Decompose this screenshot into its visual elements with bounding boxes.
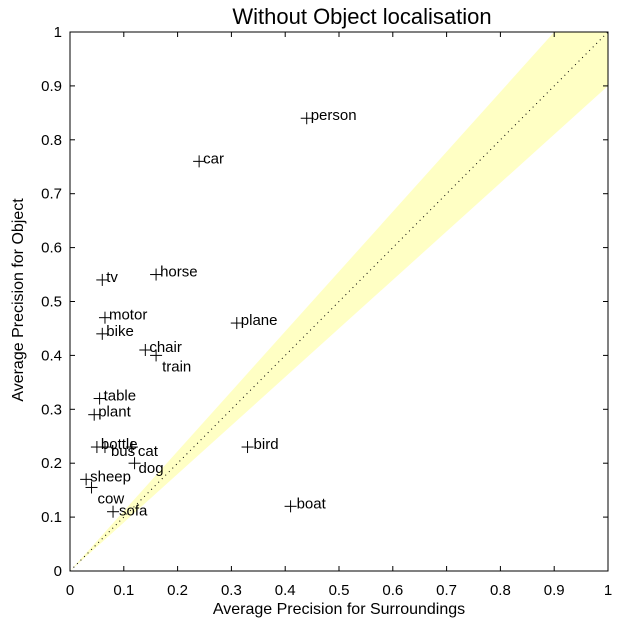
point-label: chair — [149, 339, 182, 356]
x-axis-label: Average Precision for Surroundings — [213, 601, 465, 618]
y-tick-label: 0.5 — [41, 294, 62, 311]
point-label: person — [311, 107, 357, 124]
data-point-plane: plane — [230, 312, 278, 330]
x-tick-label: 0.5 — [329, 582, 350, 599]
y-tick-label: 0.8 — [41, 132, 62, 149]
y-tick-label: 0.6 — [41, 240, 62, 257]
point-label: plane — [241, 312, 278, 329]
x-tick-label: 0 — [66, 582, 74, 599]
data-point-sofa: sofa — [107, 503, 148, 520]
data-point-person: person — [300, 107, 357, 125]
data-point-boat: boat — [284, 495, 327, 513]
x-tick-label: 1 — [604, 582, 612, 599]
data-point-cow: cow — [85, 481, 125, 507]
point-label: cow — [98, 490, 125, 507]
y-axis-label: Average Precision for Object — [10, 198, 27, 402]
point-label: bike — [106, 323, 134, 340]
point-label: sofa — [119, 503, 148, 520]
point-label: motor — [109, 307, 147, 324]
y-tick-label: 0 — [54, 563, 62, 580]
data-point-chair: chair — [139, 339, 182, 357]
y-tick-label: 1 — [54, 24, 62, 41]
point-label: car — [203, 150, 224, 167]
data-point-bike: bike — [96, 323, 134, 340]
y-tick-label: 0.3 — [41, 401, 62, 418]
y-tick-label: 0.2 — [41, 455, 62, 472]
point-label: horse — [160, 264, 198, 281]
data-point-table: table — [93, 388, 137, 405]
y-tick-label: 0.7 — [41, 186, 62, 203]
point-label: train — [162, 358, 191, 375]
point-label: bottle — [101, 436, 138, 453]
x-tick-label: 0.6 — [382, 582, 403, 599]
data-point-tv: tv — [96, 269, 118, 286]
x-tick-label: 0.9 — [544, 582, 565, 599]
x-tick-label: 0.7 — [436, 582, 457, 599]
diagonal-reference-line — [69, 31, 609, 572]
x-tick-label: 0.4 — [275, 582, 296, 599]
data-point-car: car — [193, 150, 224, 168]
data-point-bird: bird — [241, 436, 279, 454]
y-tick-label: 0.4 — [41, 347, 62, 364]
data-point-motor: motor — [98, 307, 147, 324]
point-label: tv — [106, 269, 118, 286]
data-point-train: train — [150, 349, 191, 375]
point-label: dog — [139, 460, 164, 477]
point-label: sheep — [90, 468, 131, 485]
data-point-dog: dog — [128, 457, 164, 477]
point-label: boat — [297, 495, 327, 512]
x-tick-label: 0.1 — [113, 582, 134, 599]
data-point-horse: horse — [150, 264, 198, 281]
x-tick-label: 0.3 — [221, 582, 242, 599]
data-point-cat: cat — [125, 441, 159, 460]
point-label: bird — [254, 436, 279, 453]
x-tick-label: 0.2 — [167, 582, 188, 599]
data-point-plant: plant — [88, 404, 132, 421]
y-tick-label: 0.1 — [41, 509, 62, 526]
data-point-sheep: sheep — [80, 468, 131, 486]
point-label: table — [104, 388, 137, 405]
point-label: cat — [138, 443, 159, 460]
x-tick-label: 0.8 — [490, 582, 511, 599]
y-tick-label: 0.9 — [41, 78, 62, 95]
chart-title: Without Object localisation — [232, 4, 491, 29]
plot-area: 0 0.1 0.2 0.3 0.4 0.5 0.6 0.7 0.8 0.9 1 0 0.1 0.2 0.3 0… — [41, 24, 612, 599]
point-label: plant — [98, 404, 131, 421]
